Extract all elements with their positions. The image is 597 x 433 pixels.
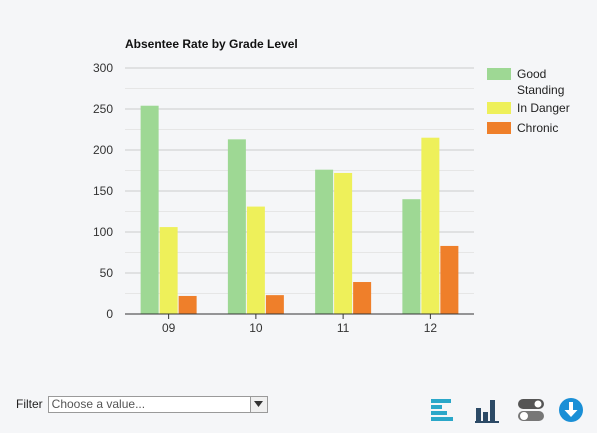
y-tick-label: 0	[106, 307, 113, 321]
y-tick-label: 100	[93, 225, 113, 239]
bar[interactable]	[265, 295, 284, 314]
y-tick-label: 50	[100, 266, 114, 280]
legend-label[interactable]: Chronic	[517, 121, 558, 135]
filter-select-placeholder: Choose a value...	[51, 397, 146, 411]
bar[interactable]	[140, 105, 159, 314]
bar[interactable]	[334, 172, 353, 314]
x-tick-label: 11	[337, 321, 350, 335]
legend-label[interactable]: Standing	[517, 83, 564, 97]
bar[interactable]	[440, 245, 459, 314]
bar[interactable]	[402, 199, 421, 314]
chart-title: Absentee Rate by Grade Level	[125, 37, 298, 51]
x-tick-label: 10	[249, 321, 263, 335]
filter-label: Filter	[16, 397, 43, 411]
bar[interactable]	[178, 295, 197, 314]
y-tick-label: 300	[93, 61, 113, 75]
toggle-switch-icon[interactable]	[517, 396, 545, 424]
horizontal-bar-chart-icon[interactable]	[428, 396, 456, 424]
y-tick-label: 250	[93, 102, 113, 116]
bar[interactable]	[246, 206, 265, 314]
y-tick-label: 150	[93, 184, 113, 198]
filter-select[interactable]: Choose a value...	[47, 395, 268, 413]
bar[interactable]	[227, 139, 246, 314]
download-icon[interactable]	[557, 396, 585, 424]
gridlines	[125, 67, 474, 315]
chart: Absentee Rate by Grade Level 0 50 100 150 20…	[93, 37, 570, 335]
x-tick-label: 09	[162, 321, 176, 335]
bars	[140, 105, 459, 314]
filter-row: Filter Choose a value...	[16, 394, 268, 414]
chevron-down-icon[interactable]	[249, 396, 267, 412]
legend-swatch[interactable]	[487, 122, 511, 134]
bar[interactable]	[421, 137, 440, 314]
legend-swatch[interactable]	[487, 68, 511, 80]
vertical-bar-chart-icon[interactable]	[473, 396, 501, 424]
legend-label[interactable]: In Danger	[517, 101, 570, 115]
y-axis-ticks: 0 50 100 150 200 250 300	[93, 61, 113, 321]
bar[interactable]	[159, 227, 178, 314]
legend-swatch[interactable]	[487, 102, 511, 114]
legend: Good Standing In Danger Chronic	[487, 67, 570, 135]
y-tick-label: 200	[93, 143, 113, 157]
bar[interactable]	[353, 282, 372, 314]
x-axis-ticks: 09 10 11 12	[125, 313, 474, 335]
legend-label[interactable]: Good	[517, 67, 546, 81]
x-tick-label: 12	[424, 321, 438, 335]
bar[interactable]	[315, 169, 334, 314]
